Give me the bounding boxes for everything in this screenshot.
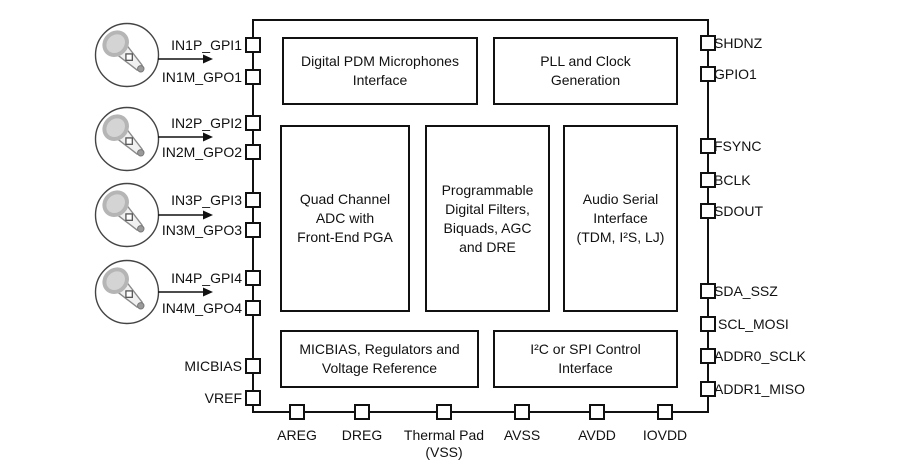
pin-areg bbox=[289, 404, 305, 420]
pin-label-dreg: DREG bbox=[341, 427, 383, 443]
pin-in1p-gpi1 bbox=[245, 37, 261, 53]
block-micbias-regulators-voltage-reference: MICBIAS, Regulators and Voltage Referenc… bbox=[280, 330, 479, 388]
pin-label-thermal-pad: Thermal Pad bbox=[403, 427, 485, 443]
block-pll-and-clock-generation: PLL and Clock Generation bbox=[493, 37, 678, 105]
block-digital-pdm-microphones-interface: Digital PDM Microphones Interface bbox=[282, 37, 478, 105]
pin-in3m-gpo3 bbox=[245, 222, 261, 238]
microphone-icon bbox=[94, 182, 160, 248]
pin-dreg bbox=[354, 404, 370, 420]
block-quad-channel-adc: Quad Channel ADC with Front-End PGA bbox=[280, 125, 410, 312]
pin-iovdd bbox=[657, 404, 673, 420]
pin-label-scl-mosi: SCL_MOSI bbox=[718, 316, 789, 332]
pin-sdout bbox=[700, 203, 716, 219]
pin-shdnz bbox=[700, 35, 716, 51]
arrow-right-icon bbox=[158, 208, 214, 220]
pin-label-addr1-miso: ADDR1_MISO bbox=[714, 381, 806, 397]
pin-label-addr0-sclk: ADDR0_SCLK bbox=[714, 348, 806, 364]
pin-label-bclk: BCLK bbox=[714, 172, 751, 188]
pin-label-in1p-gpi1: IN1P_GPI1 bbox=[171, 37, 242, 53]
pin-label-avdd: AVDD bbox=[578, 427, 616, 443]
pin-in2p-gpi2 bbox=[245, 115, 261, 131]
pin-in3p-gpi3 bbox=[245, 192, 261, 208]
pin-addr1-miso bbox=[700, 381, 716, 397]
pin-label-fsync: FSYNC bbox=[714, 138, 762, 154]
block-i2c-or-spi-control-interface: I²C or SPI Control Interface bbox=[493, 330, 678, 388]
pin-label-in2m-gpo2: IN2M_GPO2 bbox=[161, 144, 242, 160]
pin-label-in4p-gpi4: IN4P_GPI4 bbox=[171, 270, 242, 286]
pin-label-in2p-gpi2: IN2P_GPI2 bbox=[171, 115, 242, 131]
pin-label-micbias: MICBIAS bbox=[184, 358, 242, 374]
pin-fsync bbox=[700, 138, 716, 154]
pin-vref bbox=[245, 390, 261, 406]
pin-gpio1 bbox=[700, 66, 716, 82]
pin-label-in1m-gpo1: IN1M_GPO1 bbox=[161, 69, 242, 85]
pin-micbias bbox=[245, 358, 261, 374]
pin-label-sda-ssz: SDA_SSZ bbox=[714, 283, 778, 299]
microphone-icon bbox=[94, 259, 160, 325]
pin-in1m-gpo1 bbox=[245, 69, 261, 85]
pin-in4m-gpo4 bbox=[245, 300, 261, 316]
block-audio-serial-interface: Audio Serial Interface (TDM, I²S, LJ) bbox=[563, 125, 678, 312]
pin-avdd bbox=[589, 404, 605, 420]
block-programmable-digital-filters: Programmable Digital Filters, Biquads, A… bbox=[425, 125, 550, 312]
pin-thermal-pad bbox=[436, 404, 452, 420]
pin-label-sdout: SDOUT bbox=[714, 203, 763, 219]
pin-label-in3m-gpo3: IN3M_GPO3 bbox=[161, 222, 242, 238]
pin-sda-ssz bbox=[700, 283, 716, 299]
pin-label-iovdd: IOVDD bbox=[642, 427, 688, 443]
arrow-right-icon bbox=[158, 130, 214, 142]
pin-label-shdnz: SHDNZ bbox=[714, 35, 763, 51]
pin-label-thermal-pad-vss: (VSS) bbox=[425, 444, 463, 460]
pin-addr0-sclk bbox=[700, 348, 716, 364]
pin-label-gpio1: GPIO1 bbox=[714, 66, 757, 82]
pin-scl-mosi bbox=[700, 316, 716, 332]
pin-bclk bbox=[700, 172, 716, 188]
pin-avss bbox=[514, 404, 530, 420]
pin-label-vref: VREF bbox=[204, 390, 242, 406]
pin-label-in4m-gpo4: IN4M_GPO4 bbox=[161, 300, 242, 316]
pin-in4p-gpi4 bbox=[245, 270, 261, 286]
pin-label-avss: AVSS bbox=[503, 427, 541, 443]
arrow-right-icon bbox=[158, 52, 214, 64]
microphone-icon bbox=[94, 106, 160, 172]
pin-in2m-gpo2 bbox=[245, 144, 261, 160]
pin-label-areg: AREG bbox=[277, 427, 317, 443]
microphone-icon bbox=[94, 22, 160, 88]
pin-label-in3p-gpi3: IN3P_GPI3 bbox=[171, 192, 242, 208]
arrow-right-icon bbox=[158, 285, 214, 297]
